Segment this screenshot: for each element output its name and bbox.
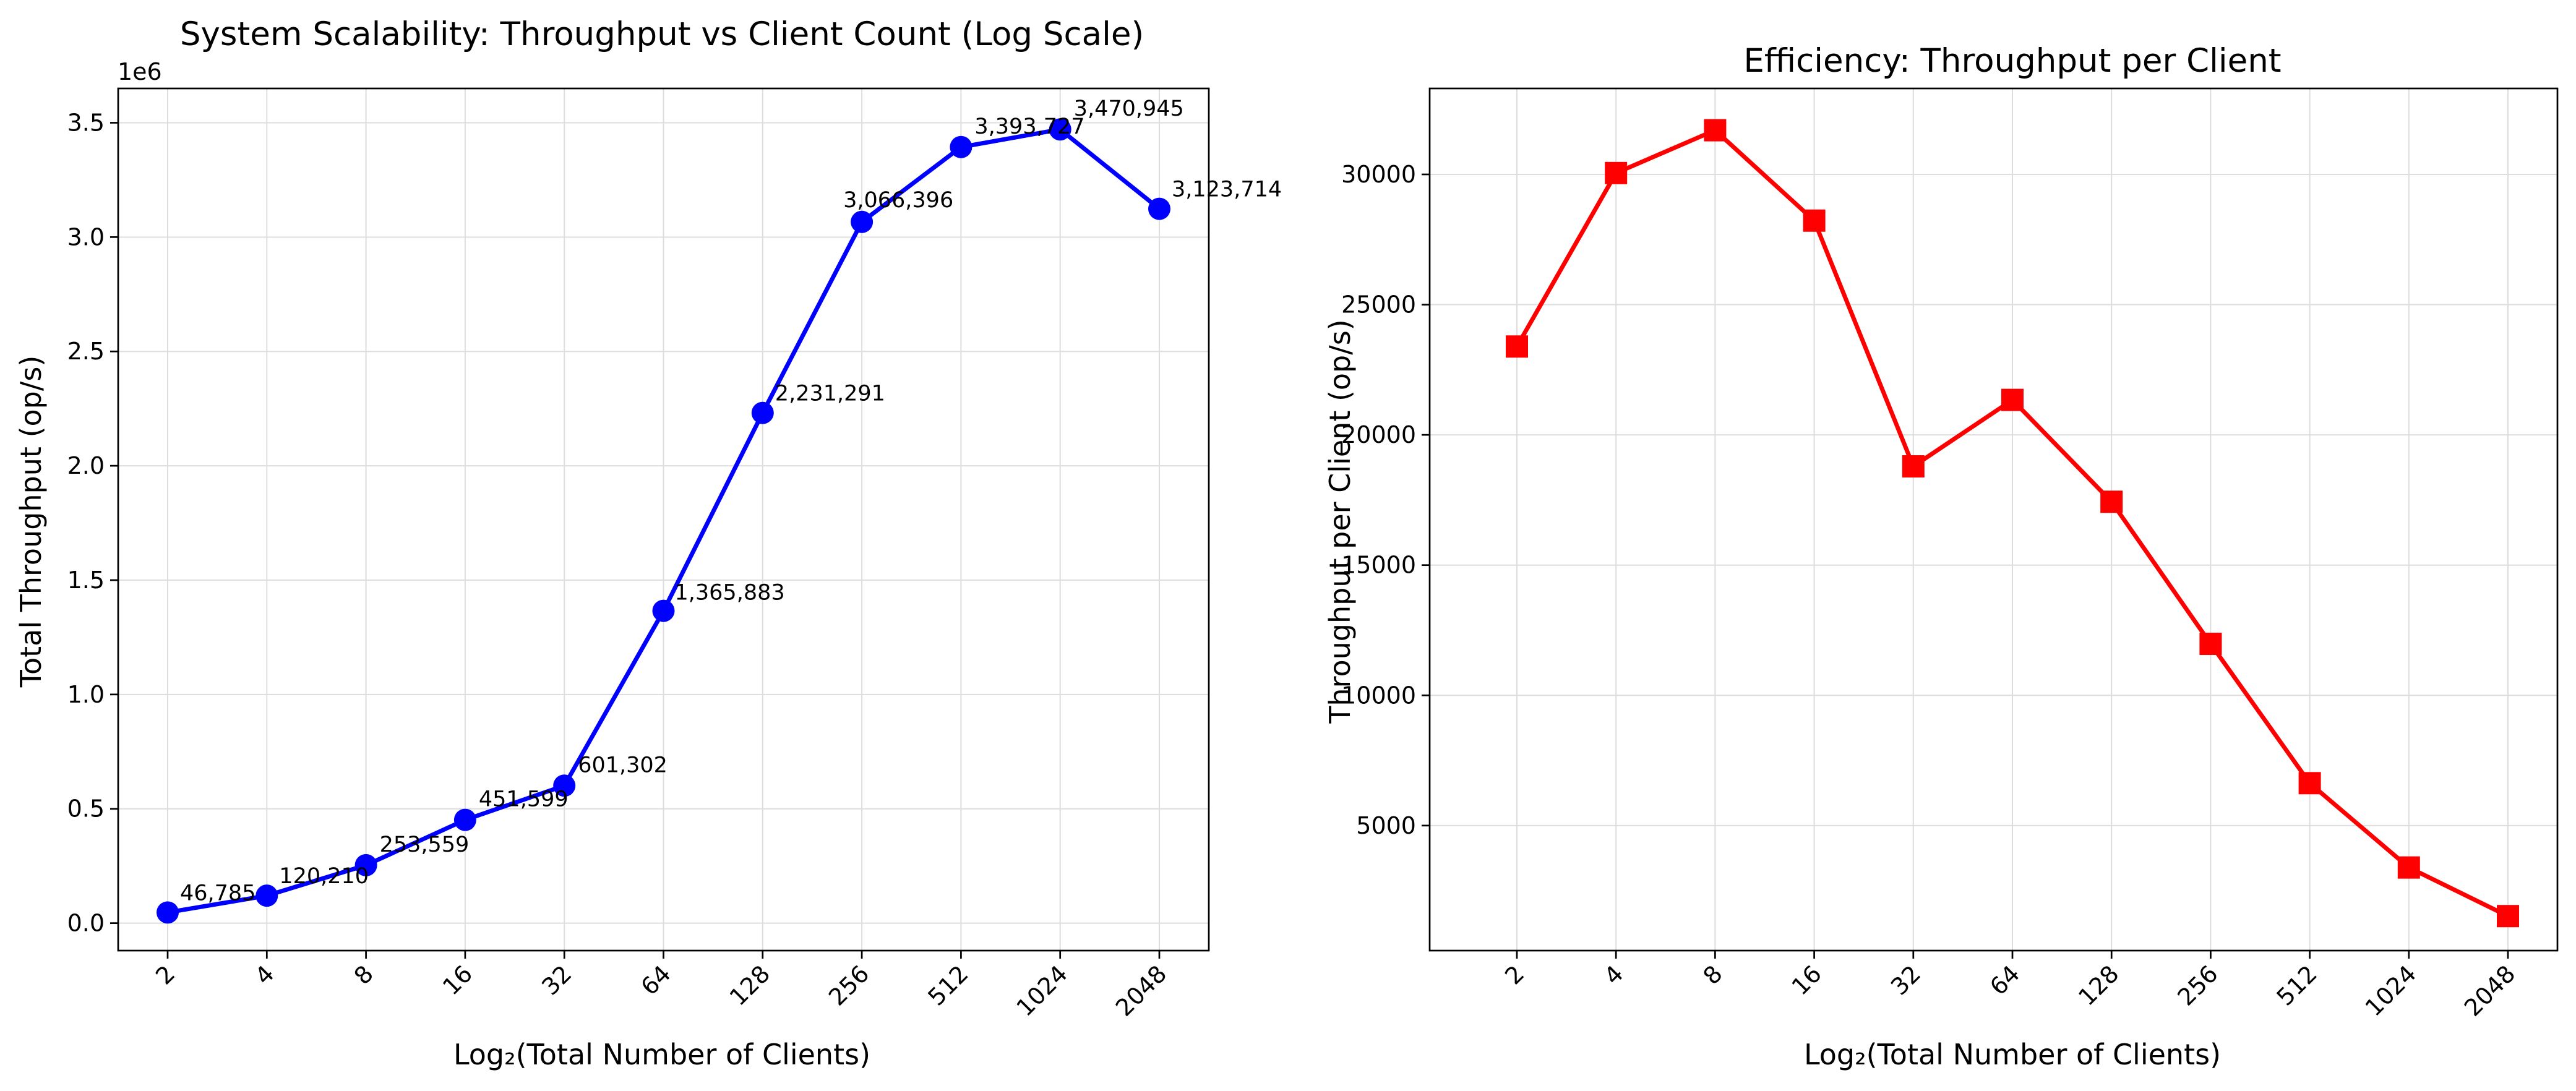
data-point	[851, 210, 874, 233]
x-tick-label: 1024	[1011, 960, 1073, 1022]
x-tick-label: 512	[2272, 960, 2322, 1011]
x-tick-label: 32	[1886, 960, 1926, 1000]
data-label: 1,365,883	[675, 581, 785, 605]
y-tick-label: 2.0	[67, 452, 105, 479]
chart-title: System Scalability: Throughput vs Client…	[180, 15, 1144, 53]
y-tick-label: 0.5	[67, 795, 105, 823]
x-tick-label: 2	[1500, 960, 1529, 990]
data-point	[553, 774, 576, 797]
x-tick-label: 256	[823, 960, 874, 1011]
x-tick-label: 16	[1787, 960, 1827, 1000]
x-tick-label: 32	[536, 960, 577, 1000]
y-tick-label: 3.5	[67, 109, 105, 136]
data-label: 451,599	[479, 787, 569, 812]
data-label: 3,123,714	[1172, 178, 1282, 202]
x-tick-label: 128	[2073, 960, 2124, 1011]
throughput-chart: System Scalability: Throughput vs Client…	[14, 15, 1282, 1071]
x-axis-label: Log₂(Total Number of Clients)	[453, 1038, 870, 1071]
data-point	[2001, 388, 2024, 411]
x-tick-label: 512	[922, 960, 973, 1011]
x-tick-label: 16	[437, 960, 478, 1000]
x-tick-label: 8	[1698, 960, 1728, 990]
data-point	[652, 599, 675, 622]
y-tick-label: 15000	[1341, 552, 1416, 579]
x-tick-label: 64	[1985, 960, 2025, 1000]
data-point	[255, 884, 278, 907]
efficiency-chart: Efficiency: Throughput per Client Log₂(T…	[1323, 42, 2559, 1071]
y-tick-label: 2.5	[67, 338, 105, 365]
data-point	[453, 808, 476, 831]
data-label: 2,231,291	[775, 382, 885, 406]
data-point	[1148, 197, 1170, 220]
data-point	[950, 135, 972, 158]
y-axis-label: Throughput per Client (op/s)	[1323, 319, 1357, 724]
data-label: 46,785	[180, 881, 255, 905]
y-tick-label: 25000	[1341, 291, 1416, 319]
data-point	[1605, 161, 1628, 184]
x-axis-label: Log₂(Total Number of Clients)	[1804, 1038, 2221, 1071]
data-point	[751, 401, 774, 424]
data-label: 3,470,945	[1074, 96, 1184, 121]
x-tick-label: 2	[150, 960, 180, 990]
x-tick-label: 1024	[2360, 960, 2422, 1022]
data-point	[2100, 490, 2123, 513]
x-tick-label: 128	[724, 960, 775, 1011]
data-point	[1803, 209, 1826, 232]
x-tick-label: 64	[636, 960, 676, 1000]
y-tick-label: 1.5	[67, 567, 105, 594]
data-point	[354, 854, 377, 876]
data-point	[2199, 632, 2222, 655]
data-point	[2497, 905, 2519, 928]
y-tick-label: 20000	[1341, 421, 1416, 448]
data-label: 253,559	[380, 832, 470, 857]
x-tick-label: 4	[249, 960, 279, 990]
y-tick-label: 5000	[1356, 812, 1416, 839]
data-point	[1506, 335, 1528, 358]
y-tick-label: 10000	[1341, 682, 1416, 709]
y-axis-label: Total Throughput (op/s)	[14, 356, 48, 688]
data-point	[2298, 772, 2321, 795]
y-tick-label: 0.0	[67, 910, 105, 937]
chart-title: Efficiency: Throughput per Client	[1743, 42, 2281, 80]
plot-frame	[1428, 87, 2559, 952]
data-point	[1902, 455, 1925, 478]
y-tick-label: 30000	[1341, 161, 1416, 188]
grid	[1430, 88, 2557, 951]
data-point	[2397, 856, 2420, 879]
data-label: 3,066,396	[843, 188, 953, 213]
x-tick-label: 2048	[1110, 960, 1172, 1022]
data-label: 3,393,727	[974, 114, 1084, 139]
data-point	[157, 901, 179, 924]
y-offset-label: 1e6	[118, 58, 162, 85]
x-tick-label: 2048	[2459, 960, 2521, 1022]
y-tick-label: 1.0	[67, 681, 105, 708]
x-tick-label: 4	[1599, 960, 1628, 990]
y-tick-label: 3.0	[67, 223, 105, 250]
data-label: 601,302	[578, 753, 668, 777]
grid	[118, 88, 1209, 951]
x-tick-label: 8	[349, 960, 379, 990]
x-tick-label: 256	[2172, 960, 2223, 1011]
data-label: 120,210	[279, 864, 369, 889]
data-point	[1049, 118, 1071, 141]
data-point	[1704, 119, 1727, 142]
